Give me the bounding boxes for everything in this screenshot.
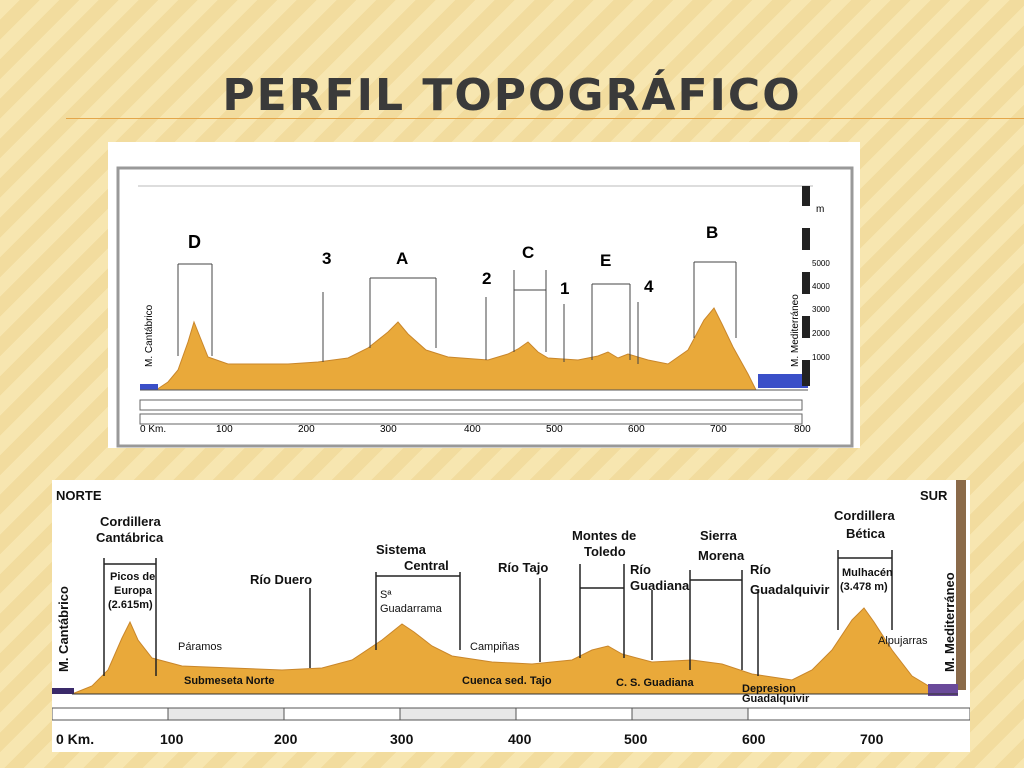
guadiana-line1: Río	[630, 562, 651, 577]
letter-c: C	[522, 243, 534, 262]
sea-right-label: M. Mediterráneo	[790, 294, 801, 367]
bkm-300: 300	[390, 731, 414, 747]
guadiana-line2: Guadiana	[630, 578, 690, 593]
bkm-700: 700	[860, 731, 884, 747]
km-500: 500	[546, 424, 563, 435]
bottom-terrain	[71, 607, 933, 695]
depresion-line2: Guadalquivir	[742, 693, 810, 705]
betica-line1: Cordillera	[834, 508, 895, 523]
slide-title: PERFIL TOPOGRÁFICO	[222, 70, 802, 121]
picos-line1: Picos de	[110, 571, 155, 583]
guadalquivir-line2: Guadalquivir	[750, 582, 829, 597]
letter-3: 3	[322, 249, 331, 268]
picos-line3: (2.615m)	[108, 599, 153, 611]
alpujarras-label: Alpujarras	[878, 635, 928, 647]
bottom-sea-right: M. Mediterráneo	[942, 572, 957, 672]
km-200: 200	[298, 424, 315, 435]
letter-2: 2	[482, 269, 491, 288]
guadalquivir-line1: Río	[750, 562, 771, 577]
cuenca-label: Cuenca sed. Tajo	[462, 675, 552, 687]
cantabrica-line1: Cordillera	[100, 514, 161, 529]
bkm-500: 500	[624, 731, 648, 747]
south-label: SUR	[920, 488, 948, 503]
bottom-profile-svg: NORTE SUR M. Cantábrico M. Mediterráneo …	[51, 480, 971, 747]
guadarrama-line1: Sª	[380, 589, 392, 601]
km-400: 400	[464, 424, 481, 435]
bkm-100: 100	[160, 731, 184, 747]
cs-guadiana-label: C. S. Guadiana	[616, 677, 695, 689]
guadarrama-line2: Guadarrama	[380, 603, 443, 615]
letter-1: 1	[560, 279, 569, 298]
bkm-0: 0 Km.	[56, 731, 94, 747]
scale-1000: 1000	[812, 353, 830, 362]
tajo-label: Río Tajo	[498, 560, 548, 575]
top-terrain	[154, 307, 757, 391]
scale-5000: 5000	[812, 259, 830, 268]
letter-d: D	[188, 232, 201, 252]
bkm-600: 600	[742, 731, 766, 747]
top-profile-figure: m 5000 4000 3000 2000 1000 M. Cantábrico…	[108, 142, 860, 448]
picos-line2: Europa	[114, 585, 153, 597]
betica-line2: Bética	[846, 526, 886, 541]
bottom-profile-figure: NORTE SUR M. Cantábrico M. Mediterráneo …	[51, 480, 971, 752]
km-800: 800	[794, 424, 811, 435]
letter-a: A	[396, 249, 408, 268]
sea-left-label: M. Cantábrico	[144, 304, 155, 367]
sistema-line1: Sistema	[376, 542, 427, 557]
depresion-line1: Depresion	[742, 683, 796, 695]
km-0: 0 Km.	[140, 424, 166, 435]
submeseta-label: Submeseta Norte	[184, 675, 274, 687]
top-profile-svg: m 5000 4000 3000 2000 1000 M. Cantábrico…	[116, 166, 854, 448]
sistema-line2: Central	[404, 558, 449, 573]
km-700: 700	[710, 424, 727, 435]
km-300: 300	[380, 424, 397, 435]
cantabrica-line2: Cantábrica	[96, 530, 164, 545]
toledo-line2: Toledo	[584, 544, 626, 559]
mulhacen-line2: (3.478 m)	[840, 581, 888, 593]
scale-unit: m	[816, 204, 824, 215]
north-label: NORTE	[56, 488, 102, 503]
km-100: 100	[216, 424, 233, 435]
duero-label: Río Duero	[250, 572, 312, 587]
letter-b: B	[706, 223, 718, 242]
bkm-200: 200	[274, 731, 298, 747]
letter-e: E	[600, 251, 611, 270]
morena-line1: Sierra	[700, 528, 738, 543]
bkm-400: 400	[508, 731, 532, 747]
morena-line2: Morena	[698, 548, 745, 563]
title-underline	[66, 118, 1024, 119]
letter-4: 4	[644, 277, 654, 296]
scale-4000: 4000	[812, 282, 830, 291]
toledo-line1: Montes de	[572, 528, 636, 543]
paramos-label: Páramos	[178, 641, 223, 653]
scale-2000: 2000	[812, 329, 830, 338]
campinas-label: Campiñas	[470, 641, 520, 653]
scale-3000: 3000	[812, 305, 830, 314]
km-600: 600	[628, 424, 645, 435]
mulhacen-line1: Mulhacén	[842, 567, 893, 579]
bottom-sea-left: M. Cantábrico	[56, 586, 71, 672]
